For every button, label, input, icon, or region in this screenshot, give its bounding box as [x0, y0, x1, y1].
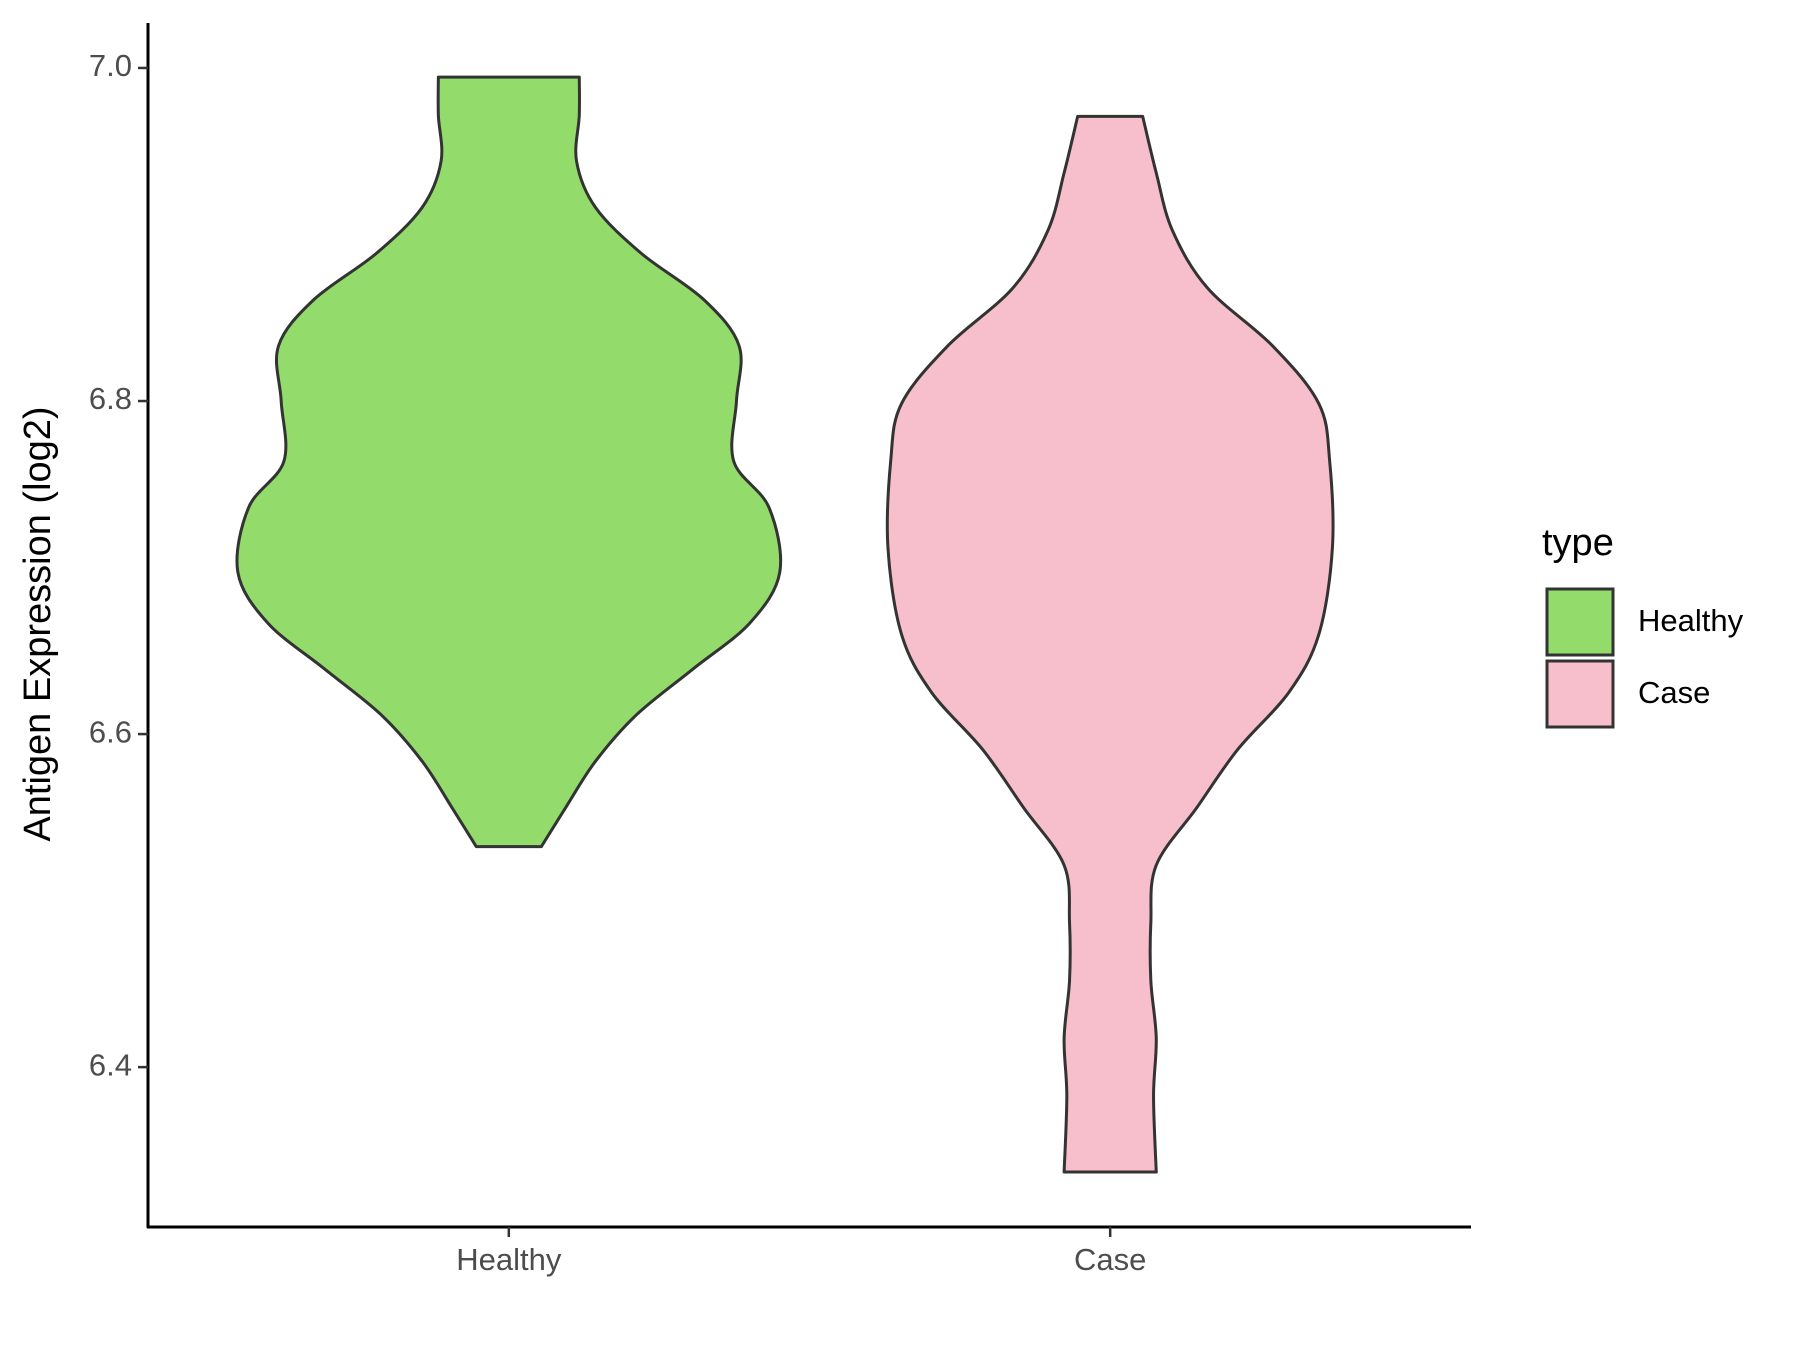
y-tick-label: 6.8: [89, 381, 132, 416]
y-tick-label: 7.0: [89, 48, 132, 83]
y-axis-title: Antigen Expression (log2): [17, 406, 59, 841]
legend-title: type: [1542, 522, 1614, 564]
x-tick-label: Healthy: [456, 1242, 562, 1277]
y-tick-label: 6.6: [89, 714, 132, 749]
legend-key: [1545, 587, 1615, 657]
violin: [885, 114, 1335, 1174]
violin: [235, 75, 783, 849]
legend-key: [1545, 659, 1615, 729]
x-tick-label: Case: [1074, 1242, 1146, 1277]
legend-label: Case: [1638, 675, 1710, 710]
legend-label: Healthy: [1638, 603, 1744, 638]
y-tick-label: 6.4: [89, 1047, 132, 1082]
